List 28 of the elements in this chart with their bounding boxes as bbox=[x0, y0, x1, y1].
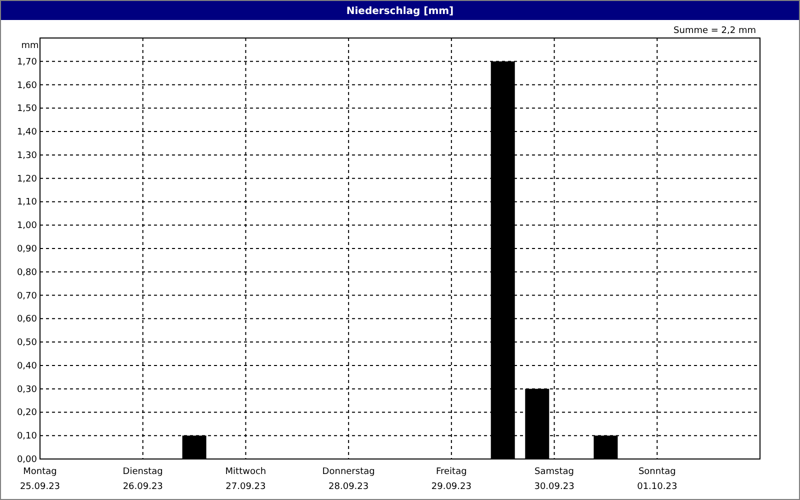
x-tick-label: Samstag 30.09.23 bbox=[534, 467, 574, 492]
y-tick-label: 1,30 bbox=[16, 150, 38, 161]
y-tick-label: 1,60 bbox=[16, 80, 38, 91]
text: Summe = 2,2 mm bbox=[674, 26, 756, 36]
y-tick-label: 1,50 bbox=[16, 104, 38, 114]
x-tick-label: Dienstag 26.09.23 bbox=[122, 467, 163, 492]
y-tick-label: 1,20 bbox=[16, 174, 38, 184]
y-tick-label: 0,30 bbox=[16, 384, 38, 395]
y-tick-label: 0,60 bbox=[16, 314, 38, 325]
x-tick-label: Mittwoch 27.09.23 bbox=[225, 467, 266, 492]
x-tick-label: Freitag 29.09.23 bbox=[431, 467, 472, 492]
y-tick-label: 1,00 bbox=[16, 221, 38, 232]
x-tick-label: Montag 25.09.23 bbox=[20, 467, 60, 492]
y-tick-label: 0,90 bbox=[16, 244, 38, 254]
y-tick-label: 1,70 bbox=[16, 57, 38, 68]
y-tick-label: 0,70 bbox=[16, 291, 38, 302]
chart-title: Niederschlag [mm] bbox=[346, 6, 454, 17]
y-tick-label: 0,50 bbox=[16, 338, 38, 348]
x-tick-label: Donnerstag 28.09.23 bbox=[322, 467, 375, 492]
y-axis-title: mm bbox=[21, 41, 39, 51]
y-tick-label: 0,20 bbox=[16, 408, 38, 418]
y-tick-label: 0,40 bbox=[16, 361, 38, 372]
y-tick-label: 0,00 bbox=[16, 455, 38, 465]
x-tick-label: Sonntag 01.10.23 bbox=[637, 467, 678, 492]
y-tick-label: 1,10 bbox=[16, 198, 38, 208]
y-tick-label: 1,40 bbox=[16, 128, 38, 138]
y-tick-label: 0,10 bbox=[16, 432, 38, 442]
y-tick-label: 0,80 bbox=[16, 268, 38, 278]
